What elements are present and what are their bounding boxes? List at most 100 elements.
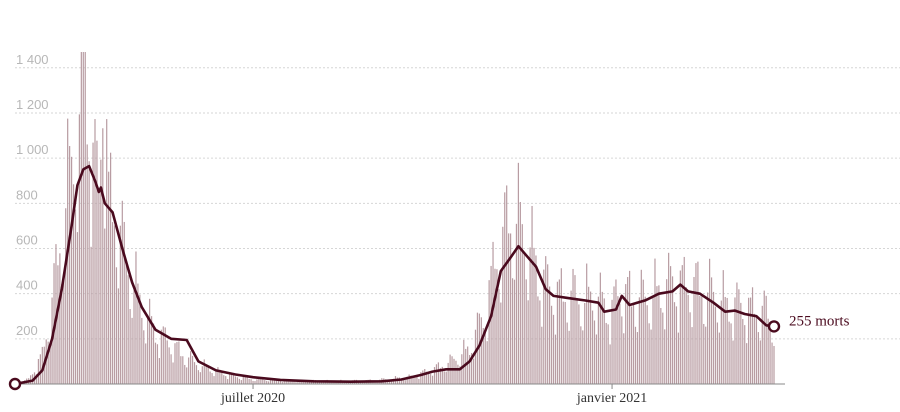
- daily-bar: [443, 371, 445, 384]
- daily-bar: [232, 373, 235, 384]
- daily-bar: [681, 265, 683, 384]
- daily-bar: [634, 326, 637, 384]
- daily-bar: [139, 294, 141, 384]
- daily-bar: [287, 379, 289, 384]
- daily-bar: [469, 354, 471, 384]
- daily-bar: [336, 382, 338, 384]
- daily-bar: [593, 320, 596, 384]
- daily-bar: [74, 209, 77, 384]
- daily-bar: [470, 352, 473, 384]
- daily-bar: [39, 354, 41, 384]
- daily-bar: [611, 299, 613, 384]
- daily-bar: [123, 221, 125, 384]
- daily-bar: [597, 296, 600, 384]
- daily-bar: [705, 326, 707, 384]
- daily-bar: [691, 327, 693, 384]
- daily-bar: [420, 372, 422, 384]
- daily-bar: [751, 287, 754, 384]
- daily-bar: [402, 379, 404, 384]
- daily-bar: [496, 269, 498, 384]
- daily-bar: [244, 376, 246, 384]
- daily-bar: [82, 52, 84, 384]
- daily-bar: [568, 330, 570, 384]
- daily-bar: [154, 342, 157, 384]
- daily-bars: [16, 52, 775, 384]
- daily-bar: [689, 312, 691, 384]
- daily-bar: [147, 314, 149, 384]
- daily-bar: [88, 161, 90, 384]
- daily-bar: [375, 381, 377, 384]
- daily-bar: [480, 317, 482, 384]
- daily-bar: [262, 379, 264, 384]
- start-marker: [8, 377, 22, 391]
- daily-bar: [486, 341, 488, 384]
- daily-bar: [761, 305, 763, 384]
- daily-bar: [543, 269, 545, 384]
- daily-bar: [617, 296, 619, 384]
- daily-bar: [539, 300, 541, 384]
- daily-bar: [603, 298, 605, 384]
- daily-bar: [102, 128, 104, 384]
- daily-bar: [769, 323, 771, 384]
- daily-bar: [652, 298, 654, 384]
- daily-bar: [225, 376, 227, 384]
- daily-bar: [714, 306, 717, 384]
- daily-bar: [191, 355, 194, 384]
- daily-bar: [547, 264, 549, 384]
- daily-bar: [707, 292, 709, 384]
- daily-bar: [309, 382, 311, 384]
- daily-bar: [129, 309, 131, 384]
- daily-bar: [69, 146, 71, 384]
- y-tick-label: 1 200: [16, 97, 49, 112]
- daily-bar: [234, 376, 237, 384]
- daily-bar: [100, 159, 102, 384]
- daily-bar: [710, 277, 713, 384]
- daily-bar: [78, 114, 80, 384]
- daily-bar: [439, 367, 441, 384]
- daily-bar: [730, 323, 732, 384]
- daily-bar: [765, 295, 767, 384]
- daily-bar: [749, 297, 752, 384]
- daily-bar: [736, 282, 738, 384]
- daily-bar: [578, 304, 580, 384]
- daily-bar: [240, 380, 242, 384]
- daily-bar: [668, 252, 670, 384]
- daily-bar: [738, 289, 740, 384]
- daily-bar: [117, 288, 120, 384]
- daily-bar: [172, 362, 174, 384]
- daily-bar: [221, 371, 223, 384]
- daily-bar: [408, 374, 410, 384]
- daily-bar: [467, 346, 469, 384]
- daily-bar: [556, 281, 559, 384]
- y-tick-label: 1 000: [16, 142, 49, 157]
- daily-bar: [646, 305, 648, 384]
- daily-bar: [632, 303, 635, 384]
- daily-bar: [41, 346, 43, 384]
- daily-bar: [229, 373, 231, 384]
- daily-bar: [525, 279, 527, 384]
- daily-bar: [722, 270, 724, 384]
- daily-bar: [613, 286, 615, 384]
- daily-bar: [164, 327, 166, 384]
- daily-bar: [188, 357, 190, 384]
- daily-bar: [115, 267, 118, 384]
- daily-bar: [184, 364, 186, 384]
- daily-bar: [168, 347, 170, 384]
- daily-bar: [506, 185, 508, 384]
- daily-bar: [511, 278, 514, 384]
- daily-bar: [199, 372, 201, 384]
- daily-bar: [740, 302, 742, 384]
- daily-bar: [111, 222, 114, 384]
- daily-bar: [607, 324, 609, 384]
- daily-bar: [699, 295, 701, 384]
- daily-bar: [560, 268, 562, 384]
- daily-bar: [636, 332, 639, 384]
- daily-bar: [252, 380, 254, 384]
- daily-bar: [584, 302, 586, 384]
- daily-bar: [572, 268, 574, 384]
- daily-bar: [695, 263, 697, 384]
- daily-bar: [152, 323, 155, 384]
- daily-bar: [80, 52, 82, 384]
- daily-bar: [621, 316, 623, 384]
- daily-bar: [441, 366, 443, 384]
